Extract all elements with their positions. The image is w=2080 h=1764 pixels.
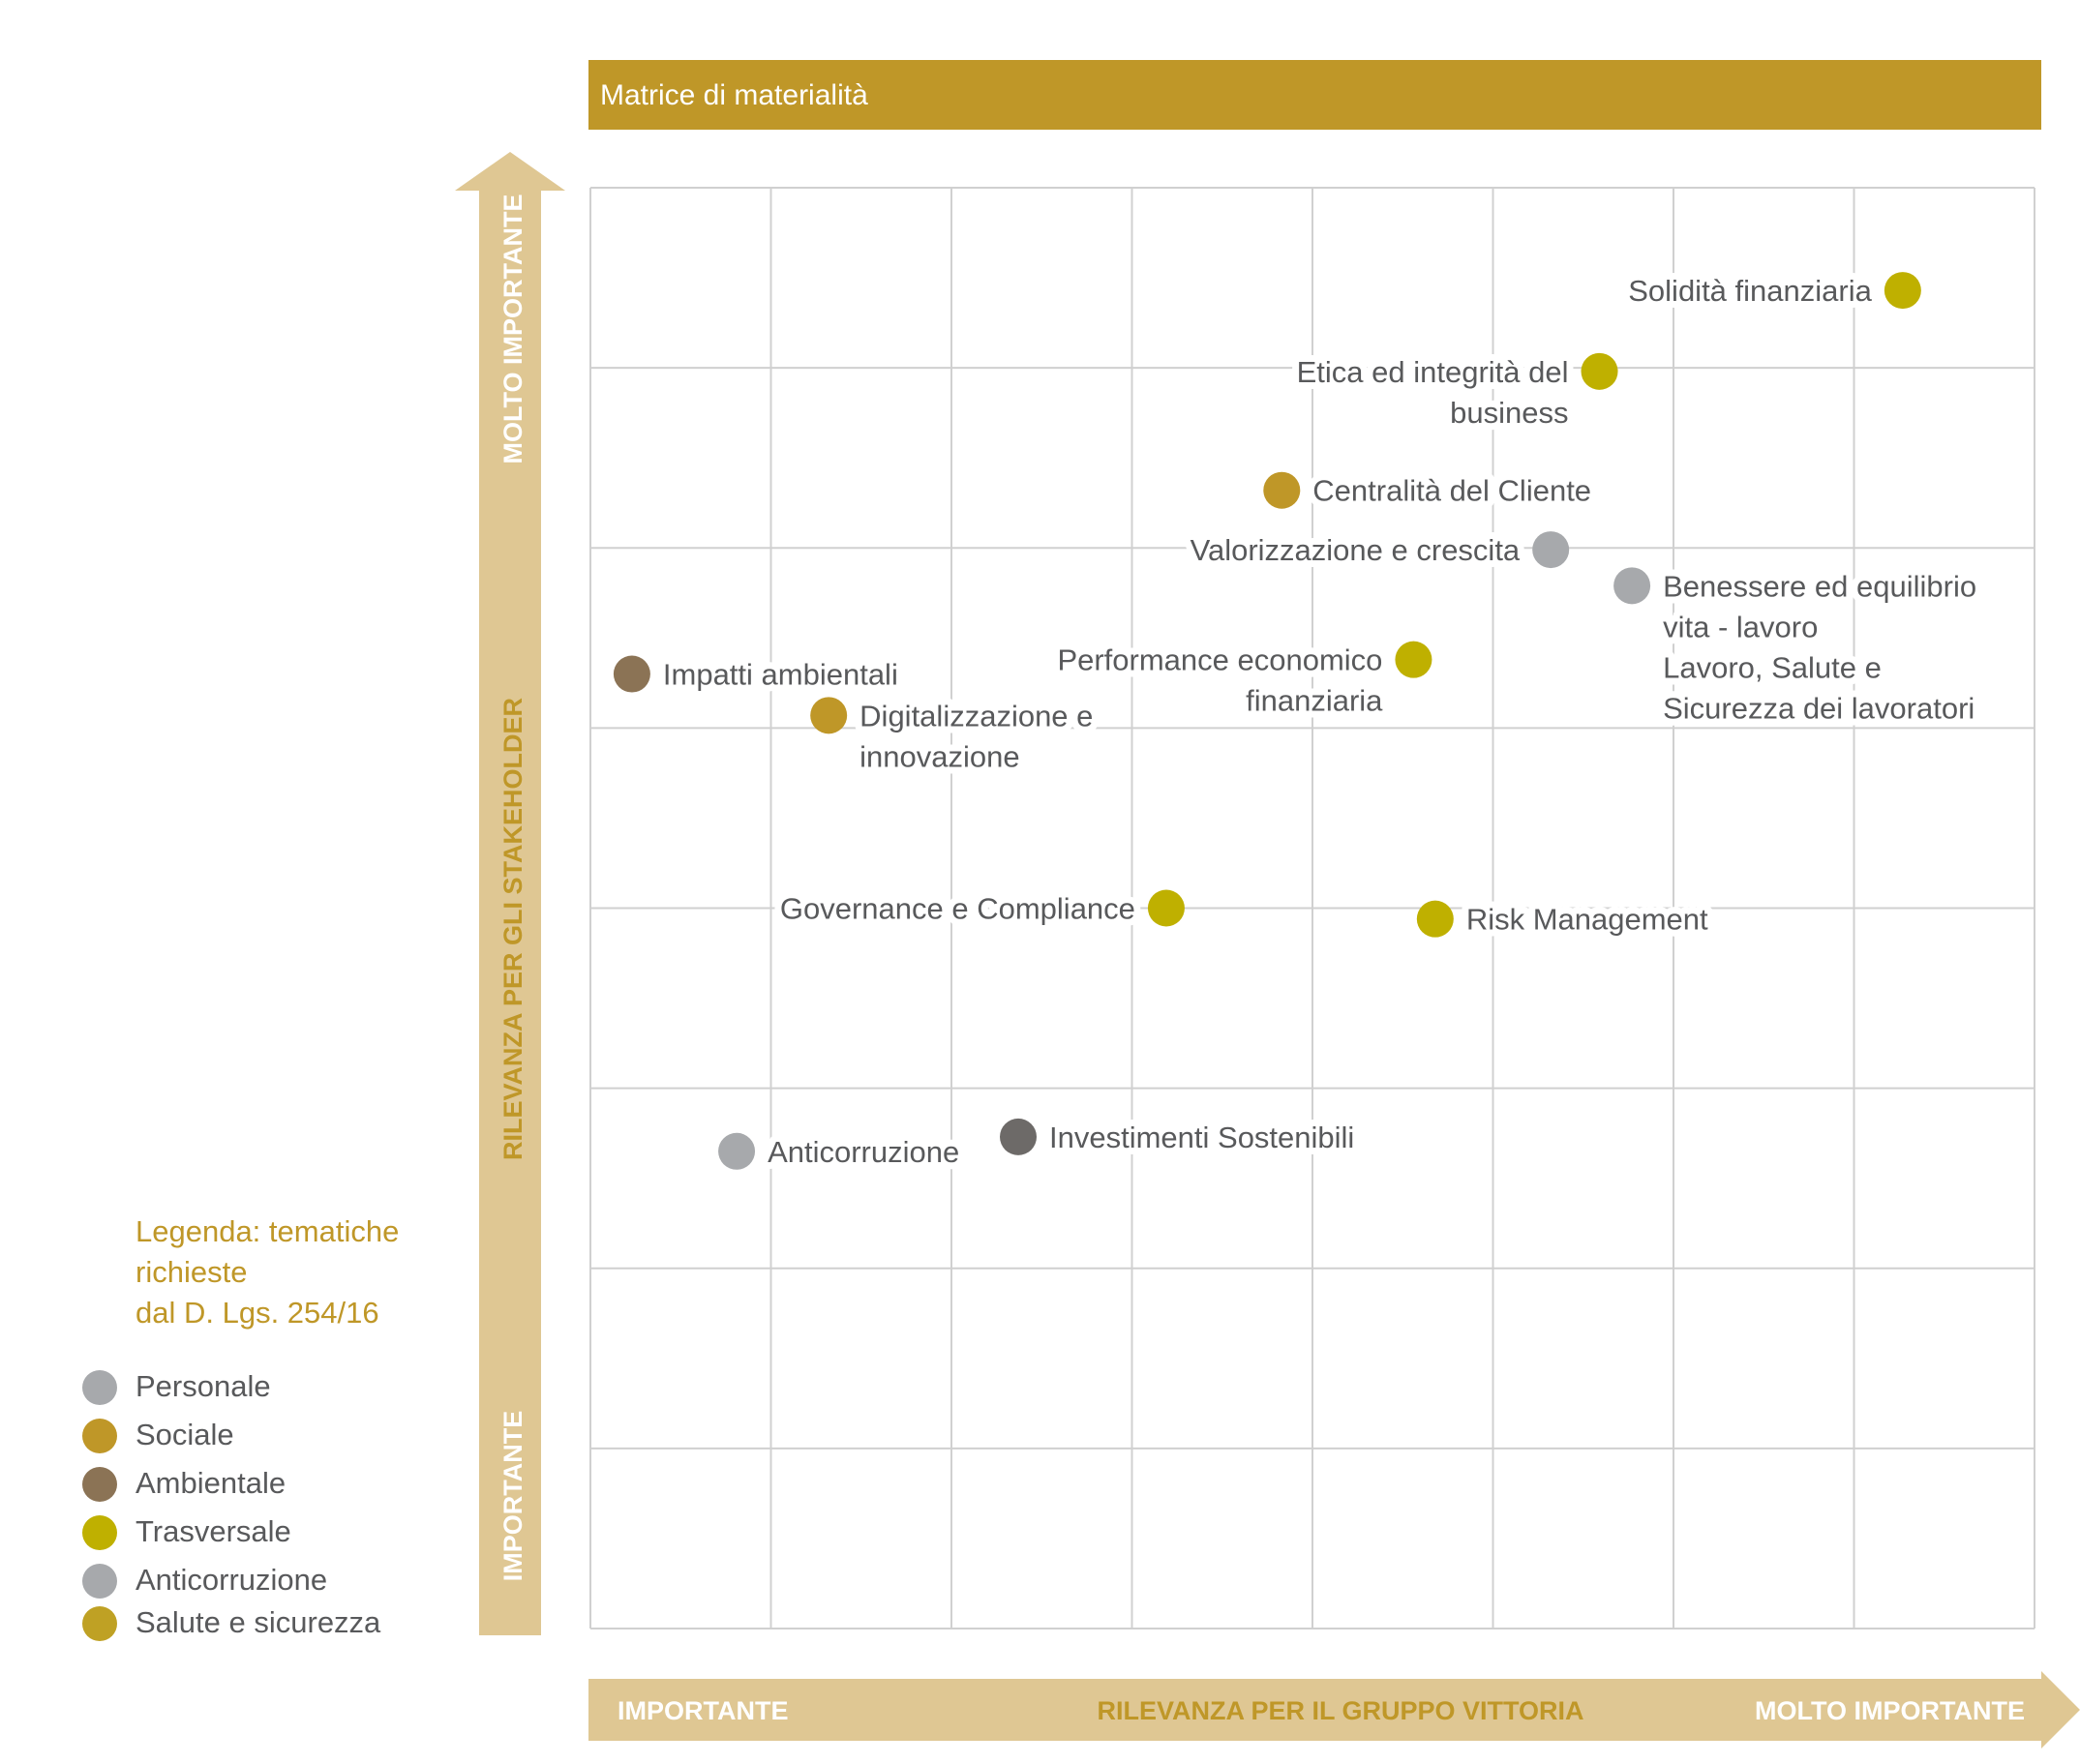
legend-item-anticorruzione: Anticorruzione (82, 1563, 327, 1599)
x-axis: IMPORTANTE RILEVANZA PER IL GRUPPO VITTO… (588, 1671, 2080, 1749)
point-label: Risk Management (1466, 903, 1708, 937)
data-point (613, 655, 650, 693)
data-point (1263, 471, 1301, 509)
x-axis-title: RILEVANZA PER IL GRUPPO VITTORIA (1097, 1696, 1583, 1725)
legend-title-line-3: dal D. Lgs. 254/16 (136, 1296, 379, 1330)
legend-item-sociale: Sociale (82, 1418, 234, 1453)
data-point (810, 697, 848, 734)
point-label: Centralità del Cliente (1312, 474, 1591, 508)
legend-swatch (82, 1564, 117, 1599)
point-label: Valorizzazione e crescita (1191, 533, 1521, 567)
legend-item-trasversale: Trasversale (82, 1514, 291, 1550)
legend-label: Salute e sicurezza (136, 1605, 381, 1639)
point-label: Governance e Compliance (780, 892, 1135, 926)
legend-label: Anticorruzione (136, 1563, 327, 1597)
data-point (1884, 272, 1921, 310)
x-axis-low-label: IMPORTANTE (618, 1696, 789, 1725)
point-label: innovazione (859, 739, 1019, 773)
y-axis: MOLTO IMPORTANTE RILEVANZA PER GLI STAKE… (455, 152, 565, 1635)
point-label: Benessere ed equilibrio (1663, 569, 1976, 603)
legend-label: Personale (136, 1369, 271, 1403)
legend: Legenda: tematiche richieste dal D. Lgs.… (82, 1214, 399, 1641)
point-label: Investimenti Sostenibili (1049, 1121, 1354, 1154)
point-label: Performance economico (1057, 643, 1382, 677)
legend-item-salute-e-sicurezza: Salute e sicurezza (82, 1605, 381, 1641)
point-label: Anticorruzione (768, 1135, 959, 1169)
y-axis-high-label: MOLTO IMPORTANTE (498, 194, 528, 464)
legend-item-ambientale: Ambientale (82, 1466, 286, 1502)
point-label: Sicurezza dei lavoratori (1663, 691, 1974, 725)
legend-swatch (82, 1419, 117, 1453)
data-point (1532, 531, 1570, 569)
point-label: business (1450, 396, 1568, 430)
legend-swatch (82, 1467, 117, 1502)
data-point (1000, 1118, 1038, 1155)
header-bar (588, 60, 2041, 130)
point-label: finanziaria (1246, 684, 1383, 718)
x-axis-arrow (588, 1671, 2080, 1749)
chart-title: Matrice di materialità (600, 79, 868, 111)
legend-title-line-2: richieste (136, 1255, 247, 1289)
data-point (1613, 567, 1651, 605)
data-point (1147, 889, 1185, 927)
data-point (1416, 900, 1454, 938)
y-axis-low-label: IMPORTANTE (498, 1411, 528, 1582)
point-label: Solidità finanziaria (1628, 274, 1872, 308)
point-label: Impatti ambientali (663, 658, 898, 692)
legend-item-personale: Personale (82, 1369, 271, 1405)
point-label: vita - lavoro (1663, 610, 1818, 643)
point-label: Etica ed integrità del (1297, 355, 1569, 389)
plot-area: Solidità finanziaria Etica ed integrità d… (589, 187, 2035, 1629)
x-axis-high-label: MOLTO IMPORTANTE (1755, 1696, 2025, 1725)
data-point (718, 1132, 756, 1170)
point-label: Digitalizzazione e (859, 699, 1093, 733)
y-axis-title: RILEVANZA PER GLI STAKEHOLDER (498, 698, 528, 1160)
point-label: Lavoro, Salute e (1663, 650, 1882, 684)
legend-label: Sociale (136, 1418, 234, 1451)
legend-label: Trasversale (136, 1514, 291, 1548)
data-points (613, 272, 1921, 1170)
point-labels: Solidità finanziaria Etica ed integrità d… (656, 267, 1983, 1176)
legend-label: Ambientale (136, 1466, 286, 1500)
grid-lines (589, 187, 2035, 1629)
legend-swatch (82, 1370, 117, 1405)
legend-swatch (82, 1515, 117, 1550)
legend-swatch (82, 1606, 117, 1641)
y-axis-arrow (455, 152, 565, 1635)
data-point (1395, 641, 1432, 678)
legend-title-line-1: Legenda: tematiche (136, 1214, 399, 1248)
data-point (1581, 352, 1618, 390)
